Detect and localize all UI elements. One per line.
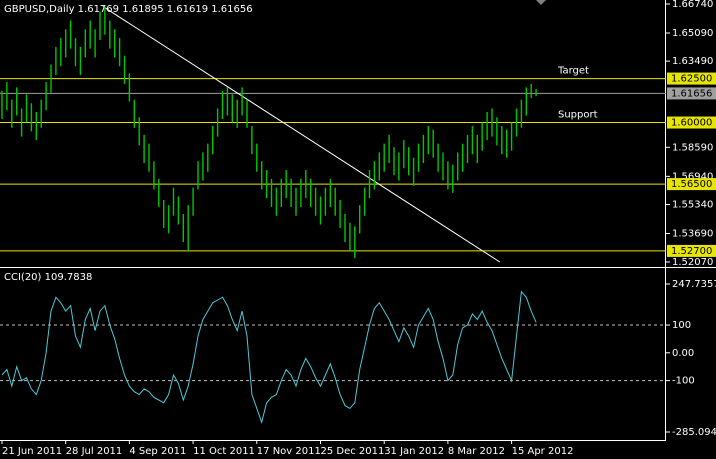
y-tick-label: 1.65090 xyxy=(672,28,713,39)
x-tick-label: 31 Jan 2012 xyxy=(384,446,444,457)
price-label-box xyxy=(667,178,716,191)
y-tick-label: 1.66740 xyxy=(672,0,713,10)
price-label-box xyxy=(667,244,716,257)
x-tick-label: 8 Mar 2012 xyxy=(448,446,505,457)
price-label-box xyxy=(667,72,716,85)
y-tick-label: 0.00 xyxy=(672,348,694,359)
x-tick-label: 4 Sep 2011 xyxy=(129,446,186,457)
trend-line xyxy=(102,6,501,263)
y-tick-label: 1.56940 xyxy=(672,171,713,182)
indicator-line xyxy=(1,290,537,425)
y-tick-label: 1.63490 xyxy=(672,56,713,67)
price-label: 1.62500 xyxy=(671,74,712,85)
y-tick-label: 100 xyxy=(672,320,691,331)
x-tick-label: 21 Jun 2011 xyxy=(2,446,62,457)
y-tick-label: 1.55340 xyxy=(672,199,713,210)
y-tick-label: -285.094 xyxy=(672,427,716,438)
price-label-box xyxy=(667,87,716,100)
x-tick-label: 15 Apr 2012 xyxy=(512,446,574,457)
shift-marker xyxy=(536,0,546,5)
x-tick-label: 17 Nov 2011 xyxy=(257,446,321,457)
y-tick-label: -100 xyxy=(672,376,695,387)
price-label: 1.60000 xyxy=(671,118,712,129)
chart-title: GBPUSD,Daily 1.61769 1.61895 1.61619 1.6… xyxy=(4,4,253,15)
y-tick-label: 1.58590 xyxy=(672,142,713,153)
x-tick-label: 11 Oct 2011 xyxy=(193,446,255,457)
price-label: 1.61656 xyxy=(671,88,712,99)
price-label-box xyxy=(667,116,716,129)
indicator-title: CCI(20) 109.7838 xyxy=(4,272,92,283)
annotation: Support xyxy=(558,110,598,121)
price-label: 1.52700 xyxy=(671,246,712,257)
annotation: Target xyxy=(557,66,589,77)
y-tick-label: 1.53690 xyxy=(672,229,713,240)
x-tick-label: 28 Jul 2011 xyxy=(66,446,123,457)
price-label: 1.56500 xyxy=(671,179,712,190)
y-tick-label: 1.52070 xyxy=(672,257,713,268)
y-tick-label: 247.7357 xyxy=(672,279,716,290)
x-tick-label: 25 Dec 2011 xyxy=(321,446,385,457)
